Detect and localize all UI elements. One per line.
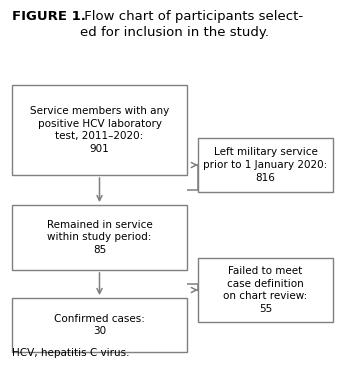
Text: Flow chart of participants select-
ed for inclusion in the study.: Flow chart of participants select- ed fo… xyxy=(80,10,304,39)
Bar xyxy=(12,205,187,270)
Text: Remained in service
within study period:
85: Remained in service within study period:… xyxy=(47,220,153,255)
Text: FIGURE 1.: FIGURE 1. xyxy=(12,10,86,23)
Text: Service members with any
positive HCV laboratory
test, 2011–2020:
901: Service members with any positive HCV la… xyxy=(30,106,169,154)
Bar xyxy=(12,85,187,175)
Bar xyxy=(198,258,333,322)
Bar xyxy=(12,298,187,352)
Bar xyxy=(198,138,333,192)
Text: HCV, hepatitis C virus.: HCV, hepatitis C virus. xyxy=(12,348,130,358)
Text: Failed to meet
case definition
on chart review:
55: Failed to meet case definition on chart … xyxy=(223,266,307,314)
Text: Left military service
prior to 1 January 2020:
816: Left military service prior to 1 January… xyxy=(203,147,328,183)
Text: Confirmed cases:
30: Confirmed cases: 30 xyxy=(54,314,145,336)
